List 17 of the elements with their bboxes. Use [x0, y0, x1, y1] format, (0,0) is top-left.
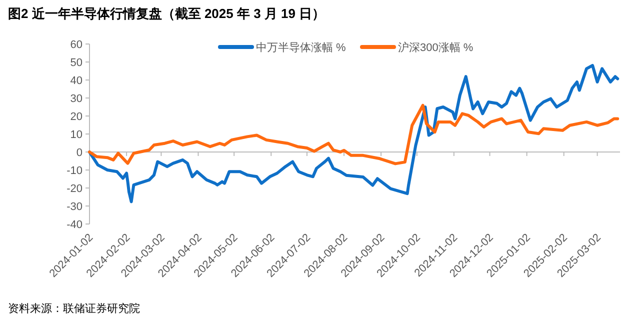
y-tick-label: 20 [70, 111, 82, 123]
y-tick-label: -10 [66, 165, 82, 177]
y-tick-label: 60 [70, 39, 82, 51]
line-series [88, 64, 620, 204]
y-tick-label: 30 [70, 93, 82, 105]
legend-label: 沪深300涨幅 % [398, 41, 474, 54]
y-tick-label: 50 [70, 57, 82, 69]
y-tick-label: 10 [70, 129, 82, 141]
chart-title: 图2 近一年半导体行情复盘（截至 2025 年 3 月 19 日） [8, 6, 326, 21]
legend-label: 中万半导体涨幅 % [256, 41, 346, 54]
y-tick-label: 0 [76, 147, 82, 159]
line-series [88, 104, 620, 166]
text: 资料来源：联储证券研究院 [8, 302, 140, 315]
y-tick-label: -30 [66, 201, 82, 213]
y-tick-label: -20 [66, 183, 82, 195]
y-tick-label: -40 [66, 219, 82, 231]
y-tick-label: 40 [70, 75, 82, 87]
